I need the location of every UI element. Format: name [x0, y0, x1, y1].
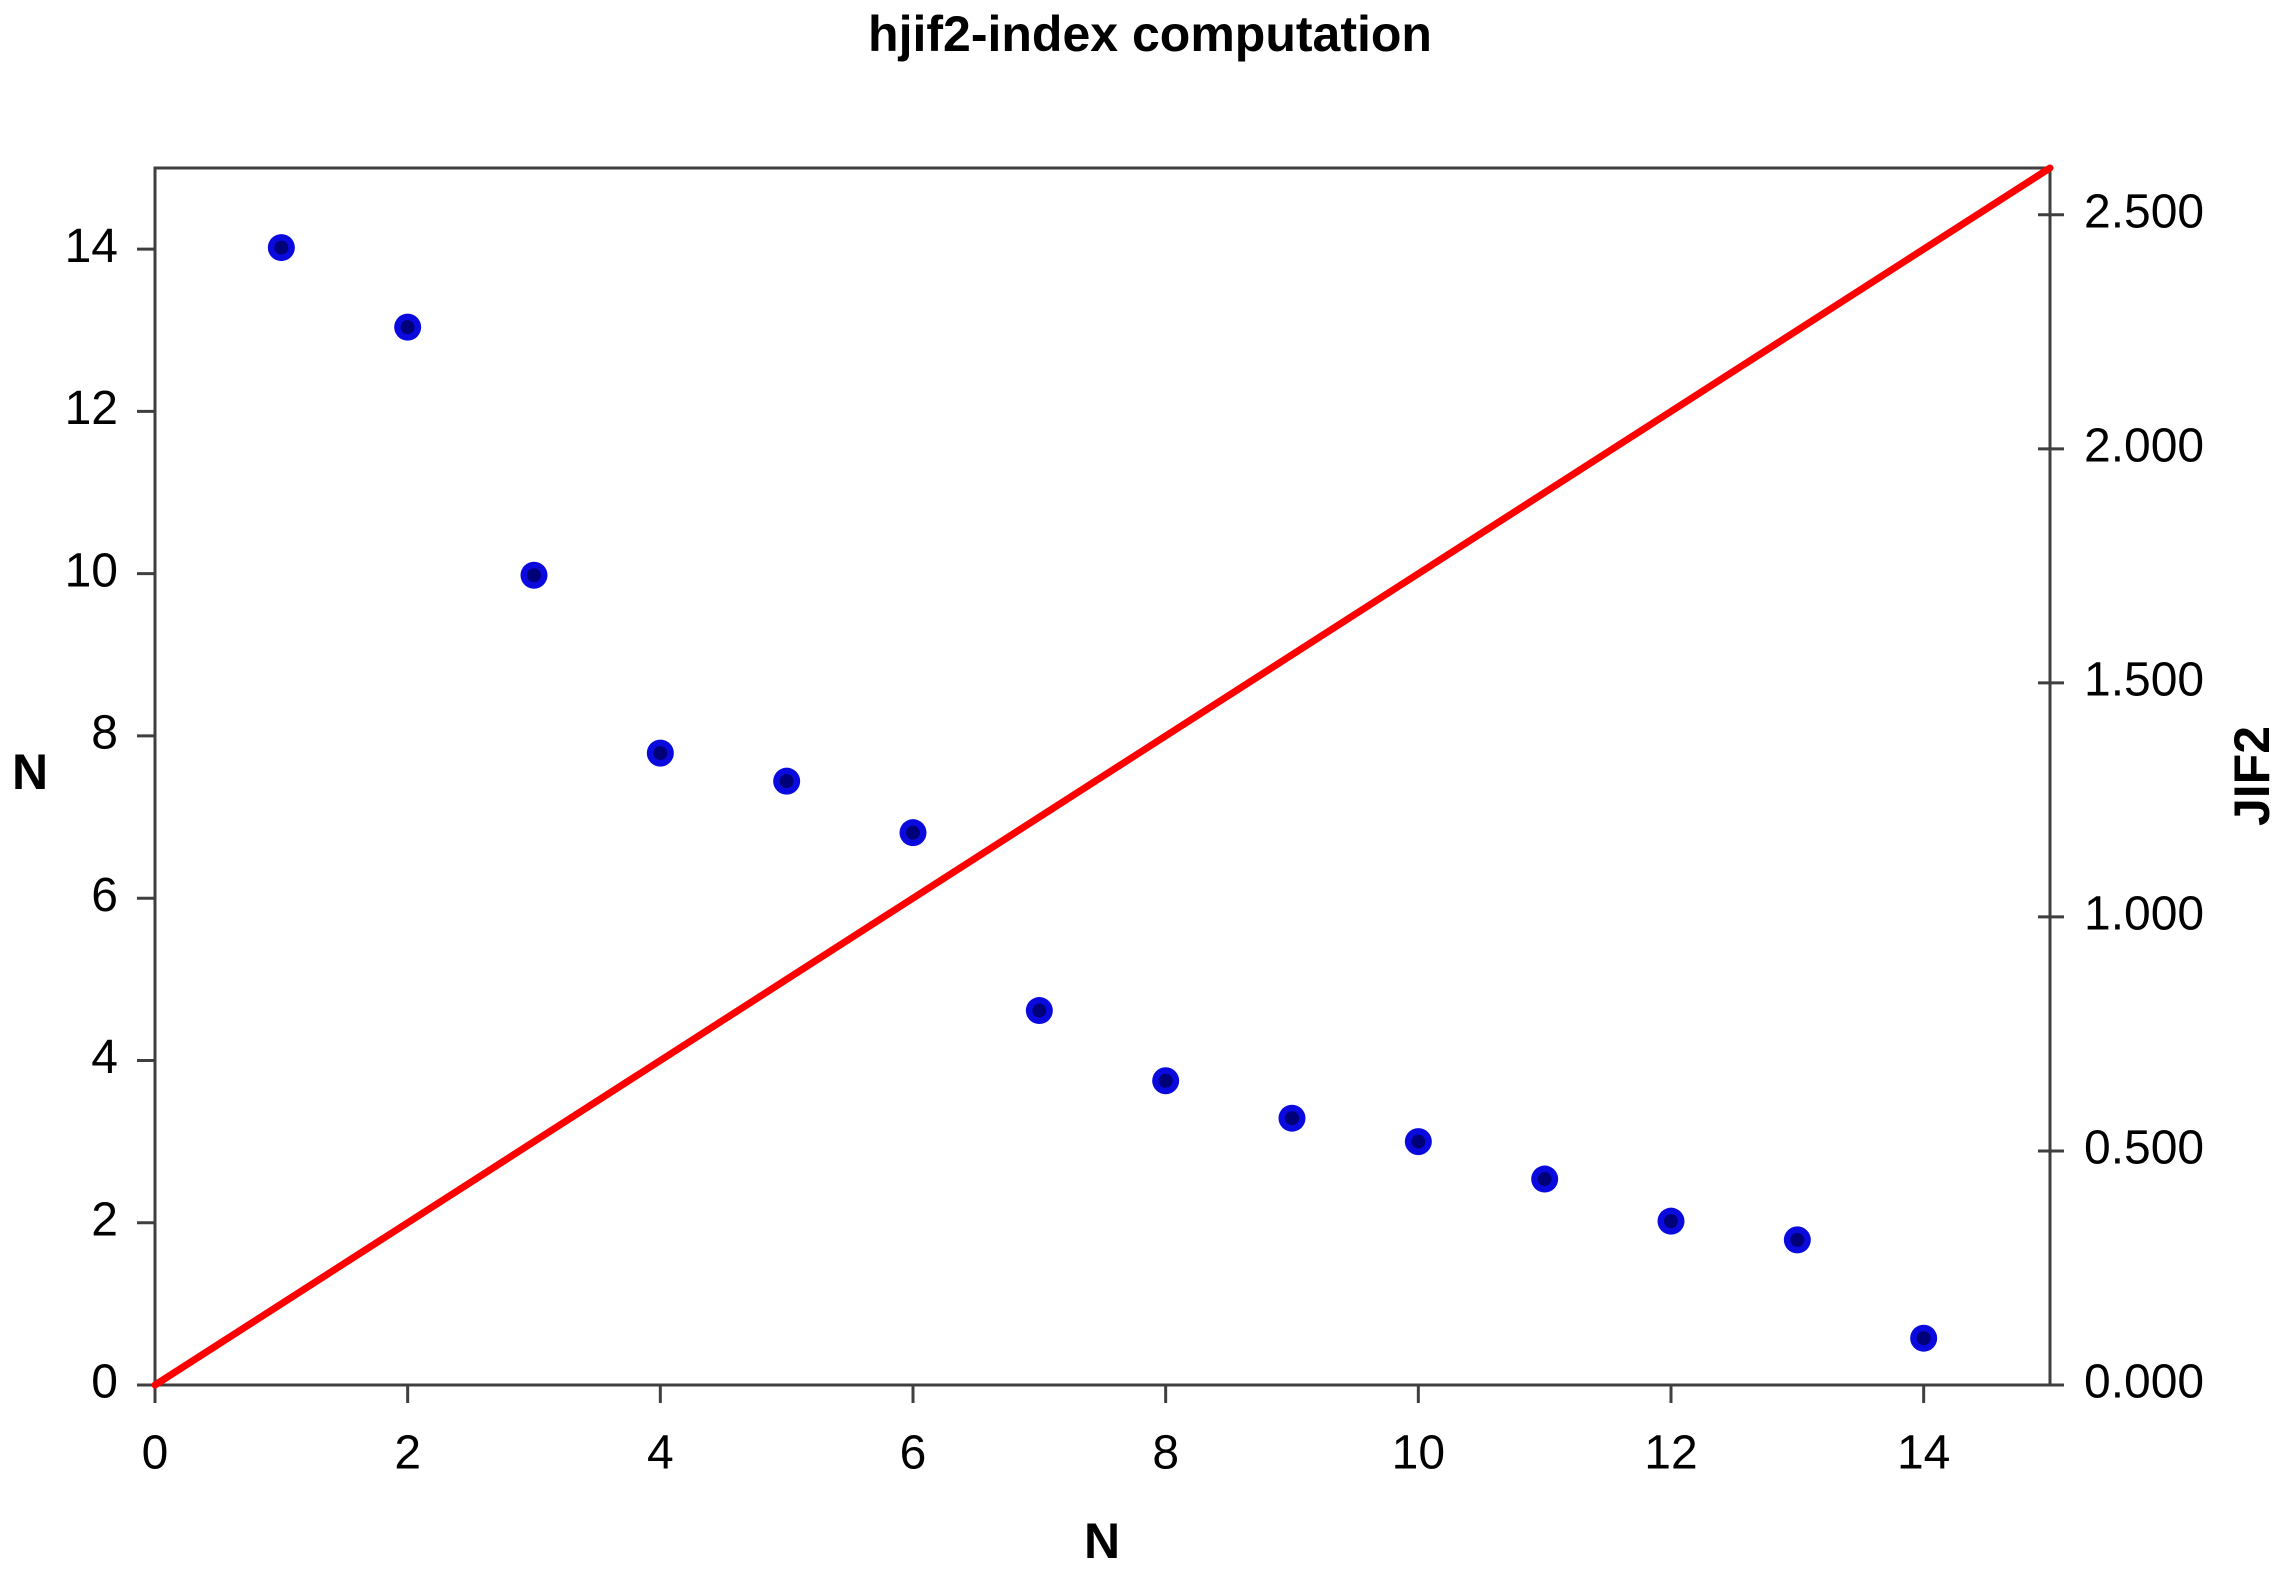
left-tick-label: 6	[91, 869, 118, 922]
plot-area: 0 2 4 6 8 10 12 14 0 2 4 6 8 10 12 14 0.000 0.500 1.000 1.5…	[65, 164, 2204, 1480]
left-tick-label: 8	[91, 707, 118, 760]
x-tick-label: 14	[1897, 1427, 1950, 1480]
data-point-core	[1790, 1232, 1805, 1247]
x-tick-label: 12	[1644, 1427, 1697, 1480]
x-tick-label: 4	[647, 1427, 674, 1480]
right-tick-label: 2.500	[2084, 185, 2204, 238]
data-point-core	[906, 825, 920, 840]
left-axis-title: N	[12, 744, 48, 800]
identity-line	[151, 164, 2054, 1389]
data-point-core	[1537, 1172, 1552, 1187]
left-tick-label: 12	[65, 382, 118, 435]
left-tick-label: 0	[91, 1356, 118, 1409]
right-tick-label: 0.500	[2084, 1122, 2204, 1175]
left-tick-label: 10	[65, 544, 118, 597]
right-tick-label: 1.500	[2084, 654, 2204, 707]
data-point-core	[1664, 1214, 1678, 1229]
data-point-core	[1916, 1331, 1931, 1346]
right-tick-label: 2.000	[2084, 420, 2204, 473]
data-point-core	[1158, 1073, 1173, 1088]
data-point-core	[1285, 1111, 1299, 1126]
chart-title: hjif2-index computation	[868, 6, 1432, 62]
right-tick-label: 1.000	[2084, 888, 2204, 941]
x-tick-label: 0	[142, 1427, 169, 1480]
data-point-core	[1411, 1134, 1426, 1149]
data-point-core	[274, 240, 289, 255]
x-tick-label: 6	[900, 1427, 927, 1480]
left-tick-label: 4	[91, 1031, 118, 1084]
data-point-core	[779, 774, 794, 789]
x-axis-title: N	[1084, 1513, 1120, 1569]
data-point-core	[1032, 1003, 1047, 1018]
right-axis-title: JIF2	[2224, 726, 2280, 826]
data-point-core	[527, 568, 541, 583]
x-tick-label: 8	[1152, 1427, 1179, 1480]
x-tick-label: 10	[1392, 1427, 1445, 1480]
right-tick-label: 0.000	[2084, 1356, 2204, 1409]
data-point-core	[400, 320, 415, 335]
data-point-core	[653, 746, 668, 761]
x-tick-label: 2	[394, 1427, 421, 1480]
plot-frame	[153, 166, 2052, 1387]
left-tick-label: 2	[91, 1193, 118, 1246]
left-tick-label: 14	[65, 220, 118, 273]
